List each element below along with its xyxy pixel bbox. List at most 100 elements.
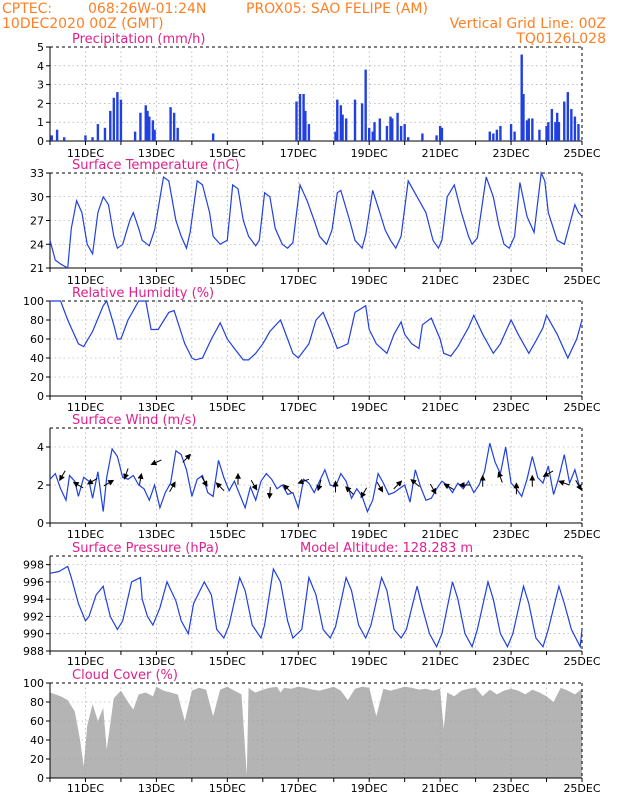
precip-bar — [525, 120, 529, 141]
cloud-cover-area — [50, 686, 582, 778]
precip-bar — [146, 110, 149, 141]
wind-ytick-label: 0 — [37, 517, 44, 530]
precip-bar — [55, 129, 59, 141]
cloud-xtick-label: 21DEC — [422, 782, 459, 795]
precip-bar — [139, 112, 142, 141]
cloud-ytick-label: 40 — [30, 734, 44, 747]
precip-bar — [403, 124, 406, 141]
wind-vector-arrow — [429, 483, 437, 495]
temp-xtick-label: 21DEC — [422, 274, 459, 287]
precip-bar — [360, 103, 364, 141]
rh-xtick-label: 13DEC — [138, 401, 175, 414]
precip-xtick-label: 25DEC — [563, 147, 600, 160]
precip-bar — [103, 127, 107, 141]
wind-xtick-label: 13DEC — [138, 528, 175, 541]
cloud-ytick-label: 60 — [30, 715, 44, 728]
precip-xtick-label: 17DEC — [280, 147, 317, 160]
precip-bar — [527, 118, 530, 141]
precip-bar — [577, 124, 580, 141]
precip-ytick-label: 0 — [37, 135, 44, 148]
temp-ytick-label: 24 — [30, 238, 44, 251]
pressure-xtick-label: 17DEC — [280, 655, 317, 668]
cloud-xtick-label: 25DEC — [563, 782, 600, 795]
wind-vector-arrow — [86, 477, 98, 485]
wind-vector-arrow — [59, 470, 66, 482]
header-grid-note: Vertical Grid Line: 00Z — [450, 16, 606, 32]
precip-bar — [334, 131, 337, 141]
pressure-ytick-label: 990 — [23, 628, 44, 641]
temp-xtick-label: 23DEC — [493, 274, 530, 287]
pressure-panel: 988 990 992 994 996 998 11DEC 13DEC 15DEC 17DEC 19… — [23, 555, 601, 668]
precip-bar — [391, 118, 394, 141]
pressure-xtick-label: 25DEC — [563, 655, 600, 668]
precip-bar — [399, 125, 403, 141]
precip-ytick-label: 4 — [37, 60, 44, 73]
temp-xtick-label: 17DEC — [280, 274, 317, 287]
wind-vector-arrow — [182, 453, 192, 463]
precip-bar — [144, 105, 147, 141]
header-source: CPTEC: — [2, 1, 52, 17]
wind-vector-arrow — [169, 481, 176, 492]
wind-xtick-label: 21DEC — [422, 528, 459, 541]
cloud-ytick-label: 0 — [37, 772, 44, 785]
precip-bar — [344, 118, 348, 141]
wind-xtick-label: 19DEC — [351, 528, 388, 541]
temp-ytick-label: 27 — [30, 215, 44, 228]
panels-group: 0 1 2 3 4 5 11DEC 13DEC 15DEC 17DEC 19DEC 21DEC 23DE… — [23, 41, 601, 795]
wind-vector-arrow — [123, 468, 129, 480]
rh-title: Relative Humidity (%) — [72, 286, 214, 301]
precip-bar — [151, 120, 155, 141]
wind-vector-arrow — [558, 480, 570, 486]
precip-bar — [116, 92, 119, 141]
precip-bar — [550, 109, 554, 141]
precip-bar — [153, 129, 156, 141]
precip-bar — [438, 125, 442, 141]
precip-bar — [148, 116, 151, 141]
precip-ytick-label: 1 — [37, 116, 44, 129]
precip-bar — [389, 116, 392, 141]
precip-bar — [499, 125, 502, 141]
temp-ytick-label: 33 — [30, 167, 44, 180]
precip-bar — [545, 125, 548, 141]
temp-ytick-label: 30 — [30, 191, 44, 204]
rh-xtick-label: 11DEC — [67, 401, 104, 414]
wind-vector-arrow — [150, 459, 162, 466]
precip-bar — [440, 127, 444, 141]
wind-vector-arrow — [201, 476, 208, 487]
precip-bar — [554, 122, 557, 141]
wind-xtick-label: 11DEC — [67, 528, 104, 541]
precip-bar — [488, 131, 491, 141]
precip-bar — [555, 112, 559, 141]
header-station: PROX05: SAO FELIPE (AM) — [246, 1, 428, 17]
pressure-xtick-label: 11DEC — [67, 655, 104, 668]
wind-vector-arrow — [345, 486, 354, 495]
precip-bar — [341, 114, 344, 141]
precip-bar — [522, 94, 525, 141]
pressure-ytick-label: 998 — [23, 559, 44, 572]
precip-bar — [336, 99, 339, 141]
precip-bar — [371, 131, 374, 141]
precip-panel: 0 1 2 3 4 5 11DEC 13DEC 15DEC 17DEC 19DEC 21DEC 23DE… — [37, 41, 601, 160]
cloud-ytick-label: 20 — [30, 753, 44, 766]
precip-bar — [353, 99, 357, 141]
precip-ytick-label: 2 — [37, 97, 44, 110]
wind-xtick-label: 17DEC — [280, 528, 317, 541]
wind-xtick-label: 25DEC — [563, 528, 600, 541]
precip-bar — [368, 127, 371, 141]
rh-ytick-label: 100 — [23, 295, 44, 308]
cloud-xtick-label: 19DEC — [351, 782, 388, 795]
precip-bar — [62, 137, 66, 141]
pressure-ytick-label: 992 — [23, 610, 44, 623]
header-model-id: TQ0126L028 — [515, 31, 606, 47]
precip-bar — [96, 124, 100, 141]
precip-bar — [50, 135, 53, 141]
precip-bar — [547, 122, 550, 141]
precip-bar — [513, 131, 516, 141]
wind-vector-arrow — [297, 478, 309, 485]
rh-ytick-label: 80 — [30, 314, 44, 327]
pressure-title: Surface Pressure (hPa) — [72, 541, 219, 556]
wind-vector-arrow — [360, 487, 368, 499]
wind-vector-arrow — [542, 470, 554, 477]
precip-bar — [176, 127, 179, 141]
pressure-xtick-label: 15DEC — [209, 655, 246, 668]
